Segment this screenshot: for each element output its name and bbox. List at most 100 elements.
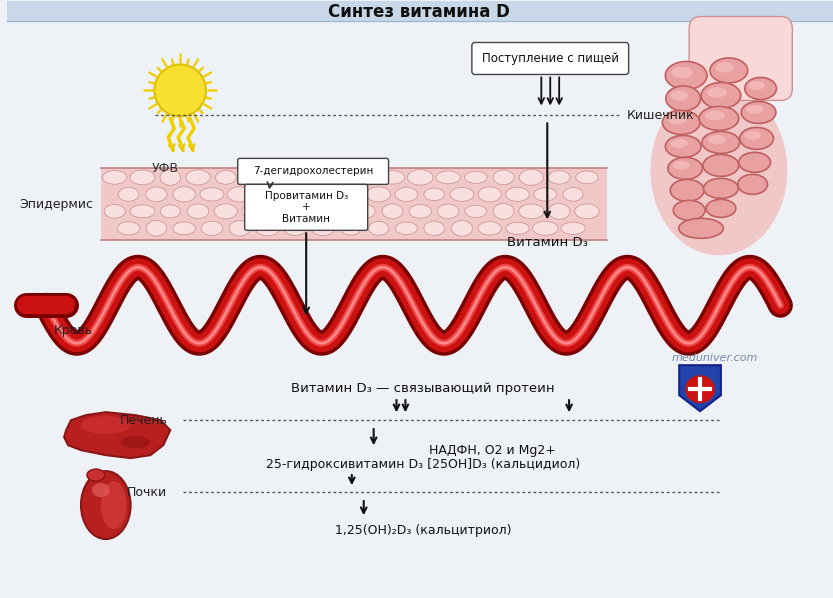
Ellipse shape (672, 161, 690, 170)
Ellipse shape (201, 221, 222, 236)
Ellipse shape (744, 131, 761, 140)
Ellipse shape (465, 171, 487, 184)
Ellipse shape (706, 199, 736, 217)
Ellipse shape (352, 170, 377, 185)
Ellipse shape (703, 154, 739, 176)
Ellipse shape (534, 188, 557, 201)
Ellipse shape (160, 205, 181, 218)
Ellipse shape (407, 170, 433, 185)
Ellipse shape (575, 204, 599, 219)
Ellipse shape (548, 203, 570, 219)
Ellipse shape (506, 222, 529, 234)
Ellipse shape (738, 175, 767, 194)
FancyBboxPatch shape (237, 158, 388, 184)
Ellipse shape (436, 171, 461, 184)
Text: Кишечник: Кишечник (626, 109, 694, 122)
Ellipse shape (104, 205, 125, 218)
Ellipse shape (705, 111, 725, 120)
Ellipse shape (666, 135, 701, 157)
Ellipse shape (707, 87, 727, 97)
Ellipse shape (186, 170, 210, 185)
Ellipse shape (81, 471, 131, 539)
Ellipse shape (686, 375, 715, 403)
Text: НАДФН, О2 и Mg2+: НАДФН, О2 и Mg2+ (429, 444, 556, 457)
Text: meduniver.com: meduniver.com (671, 353, 758, 363)
Ellipse shape (368, 221, 389, 235)
Ellipse shape (704, 178, 738, 199)
Ellipse shape (173, 222, 196, 235)
Ellipse shape (651, 86, 787, 255)
Ellipse shape (740, 127, 774, 150)
Ellipse shape (173, 187, 196, 202)
Ellipse shape (160, 169, 181, 185)
Ellipse shape (92, 483, 110, 497)
Ellipse shape (200, 188, 224, 201)
Ellipse shape (118, 187, 139, 202)
Ellipse shape (130, 205, 155, 218)
Ellipse shape (745, 78, 776, 99)
Ellipse shape (102, 170, 127, 184)
Ellipse shape (130, 170, 155, 185)
Ellipse shape (437, 204, 459, 219)
Ellipse shape (325, 205, 349, 218)
Circle shape (154, 65, 206, 117)
Polygon shape (679, 365, 721, 411)
Text: Синтез витамина D: Синтез витамина D (328, 2, 511, 20)
Ellipse shape (270, 170, 293, 185)
Text: Почки: Почки (127, 486, 167, 499)
Ellipse shape (749, 81, 765, 90)
Ellipse shape (312, 221, 335, 236)
Ellipse shape (707, 135, 726, 144)
Ellipse shape (563, 188, 583, 201)
Ellipse shape (256, 221, 280, 236)
Ellipse shape (81, 416, 131, 434)
Ellipse shape (326, 171, 348, 184)
Text: Поступление с пищей: Поступление с пищей (481, 52, 619, 65)
Text: 25-гидроксивитамин D₃ [25OH]D₃ (кальцидиол): 25-гидроксивитамин D₃ [25OH]D₃ (кальциди… (266, 457, 581, 471)
Ellipse shape (671, 90, 688, 100)
Ellipse shape (671, 179, 704, 202)
Ellipse shape (493, 203, 514, 219)
Text: УФВ: УФВ (152, 163, 179, 175)
Ellipse shape (710, 58, 748, 83)
Ellipse shape (216, 170, 236, 184)
Ellipse shape (395, 187, 417, 202)
Ellipse shape (451, 221, 472, 236)
Ellipse shape (741, 102, 776, 123)
Ellipse shape (117, 222, 140, 235)
Ellipse shape (671, 67, 692, 78)
Ellipse shape (146, 187, 167, 202)
Bar (7, 1, 833, 20)
Text: Витамин D₃ — связывающий протеин: Витамин D₃ — связывающий протеин (292, 382, 555, 395)
FancyBboxPatch shape (245, 184, 367, 230)
Ellipse shape (284, 221, 307, 236)
Ellipse shape (666, 86, 701, 111)
Ellipse shape (739, 152, 771, 172)
Text: 1,25(OH)₂D₃ (кальцитриол): 1,25(OH)₂D₃ (кальцитриол) (335, 524, 511, 536)
Text: Эпидермис: Эпидермис (19, 198, 93, 211)
Ellipse shape (187, 204, 209, 219)
Ellipse shape (424, 221, 444, 236)
Ellipse shape (666, 62, 707, 90)
Ellipse shape (269, 205, 294, 218)
Ellipse shape (679, 218, 723, 239)
Ellipse shape (668, 115, 686, 124)
Ellipse shape (382, 204, 403, 219)
Ellipse shape (699, 106, 739, 130)
Ellipse shape (367, 187, 391, 202)
Polygon shape (64, 412, 170, 458)
Ellipse shape (242, 169, 265, 185)
Ellipse shape (312, 188, 333, 200)
Ellipse shape (87, 469, 105, 481)
Ellipse shape (746, 105, 763, 114)
Ellipse shape (409, 205, 431, 218)
Ellipse shape (214, 204, 237, 219)
Ellipse shape (478, 187, 501, 202)
Ellipse shape (146, 221, 167, 236)
Ellipse shape (519, 204, 544, 219)
Ellipse shape (299, 205, 319, 218)
Text: Витамин D₃: Витамин D₃ (506, 236, 588, 249)
FancyBboxPatch shape (471, 42, 629, 75)
Text: Печень: Печень (119, 414, 167, 426)
Ellipse shape (283, 188, 307, 201)
